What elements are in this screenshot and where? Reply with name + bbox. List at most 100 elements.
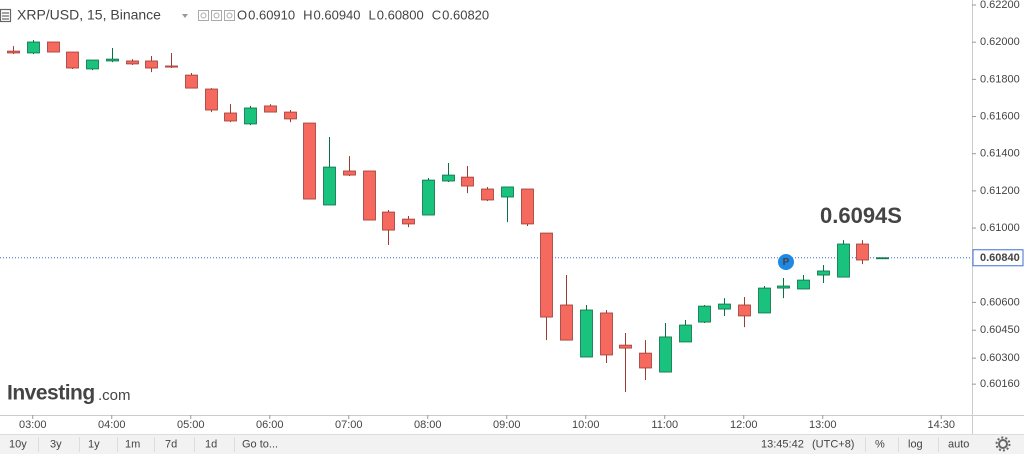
watermark-brand: Investing [7, 382, 95, 405]
candle-body [619, 344, 632, 349]
x-tick-label: 08:00 [414, 419, 442, 431]
candle-body [165, 65, 178, 68]
candle-body [66, 51, 79, 69]
candle-body [47, 41, 60, 53]
annotation-marker[interactable] [778, 254, 794, 270]
x-tick-label: 14:30 [927, 419, 955, 431]
watermark-suffix: .com [98, 387, 131, 404]
range-button[interactable]: 10y [9, 438, 27, 450]
x-tick-label: 09:00 [493, 419, 521, 431]
axis-option[interactable]: auto [948, 438, 969, 450]
ohlc-value: 0.60910 [248, 7, 295, 22]
candle-body [679, 324, 692, 343]
dropdown-icon[interactable] [182, 14, 188, 18]
range-button[interactable]: 7d [165, 438, 177, 450]
candle-body [600, 312, 613, 356]
y-tick-label: 0.60450 [980, 324, 1020, 336]
candle-body [145, 60, 158, 69]
ohlc-key: O [237, 7, 247, 22]
chart-title: XRP/USD, 15, Binance [17, 7, 161, 23]
range-button[interactable]: 1y [88, 438, 100, 450]
ohlc-value: 0.60940 [314, 7, 361, 22]
price-label-box [972, 249, 1024, 267]
ohlc-key: H [303, 7, 312, 22]
x-tick-label: 03:00 [19, 419, 47, 431]
ohlc-key: L [369, 7, 376, 22]
candle-body [422, 179, 435, 216]
y-tick-label: 0.60160 [980, 378, 1020, 390]
header-icons[interactable] [198, 10, 235, 21]
toolbar [0, 434, 1024, 454]
candle-body [461, 176, 474, 187]
y-tick-label: 0.61600 [980, 110, 1020, 122]
candle-body [264, 105, 277, 113]
candle-body [698, 305, 711, 323]
candle-body [363, 170, 376, 221]
candle-body [876, 257, 889, 260]
candle-body [224, 112, 237, 122]
candle-body [738, 304, 751, 317]
candle-body [126, 60, 139, 65]
axis-option[interactable]: % [875, 438, 885, 450]
candle-body [284, 111, 297, 120]
y-tick-label: 0.61000 [980, 222, 1020, 234]
menu-icon[interactable] [0, 8, 12, 23]
candle-body [106, 58, 119, 62]
ohlc-value: 0.60820 [442, 7, 489, 22]
candle-body [382, 211, 395, 231]
candle-body [323, 166, 336, 206]
ohlc-value: 0.60800 [377, 7, 424, 22]
ohlc-key: C [432, 7, 441, 22]
candle-body [540, 232, 553, 318]
timezone[interactable]: (UTC+8) [812, 438, 854, 450]
candle-body [560, 304, 573, 341]
x-tick-label: 10:00 [572, 419, 600, 431]
candle-body [580, 309, 593, 358]
candle-body [501, 186, 514, 198]
candle-body [481, 188, 494, 201]
x-tick-label: 06:00 [256, 419, 284, 431]
range-button[interactable]: 1d [205, 438, 217, 450]
candle-body [442, 174, 455, 182]
price-label: 0.60840 [980, 252, 1020, 264]
x-tick-label: 12:00 [730, 419, 758, 431]
candle-body [817, 270, 830, 276]
y-tick-label: 0.62200 [980, 0, 1020, 11]
candle-body [639, 352, 652, 369]
x-tick-label: 07:00 [335, 419, 363, 431]
candle-body [856, 243, 869, 261]
range-button[interactable]: 3y [50, 438, 62, 450]
x-tick-label: 11:00 [651, 419, 678, 431]
x-tick-label: 04:00 [98, 419, 126, 431]
candle-body [758, 287, 771, 314]
candle-body [86, 59, 99, 70]
annotation-marker-label: P [783, 257, 790, 268]
candle-body [718, 303, 731, 310]
y-tick-label: 0.60600 [980, 296, 1020, 308]
x-tick-label: 05:00 [177, 419, 205, 431]
y-tick-label: 0.62000 [980, 36, 1020, 48]
y-tick-label: 0.61400 [980, 148, 1020, 160]
candle-body [205, 88, 218, 111]
annotation-text: 0.6094S [820, 203, 902, 228]
clock: 13:45:42 [761, 438, 804, 450]
toolbar-items: 10y 3y 1y 1m 7d 1d Go to... 13:45:42 (UTC+8)% log… [9, 437, 969, 452]
y-tick-label: 0.60300 [980, 352, 1020, 364]
y-tick-label: 0.61200 [980, 185, 1020, 197]
candle-body [777, 285, 790, 289]
candle-body [244, 107, 257, 125]
candle-body [303, 122, 316, 200]
candle-body [402, 218, 415, 225]
y-tick-label: 0.61800 [980, 73, 1020, 85]
candle-body [837, 243, 850, 278]
goto-button[interactable]: Go to... [242, 438, 278, 450]
axis-option[interactable]: log [908, 438, 923, 450]
ohlc-legend: O 0.60910 H 0.60940 L 0.60800 C 0.60820 [237, 7, 489, 22]
candle-body [27, 41, 40, 54]
range-button[interactable]: 1m [125, 438, 140, 450]
candle-body [659, 336, 672, 373]
x-tick-label: 13:00 [809, 419, 837, 431]
settings-icon[interactable] [995, 436, 1011, 452]
